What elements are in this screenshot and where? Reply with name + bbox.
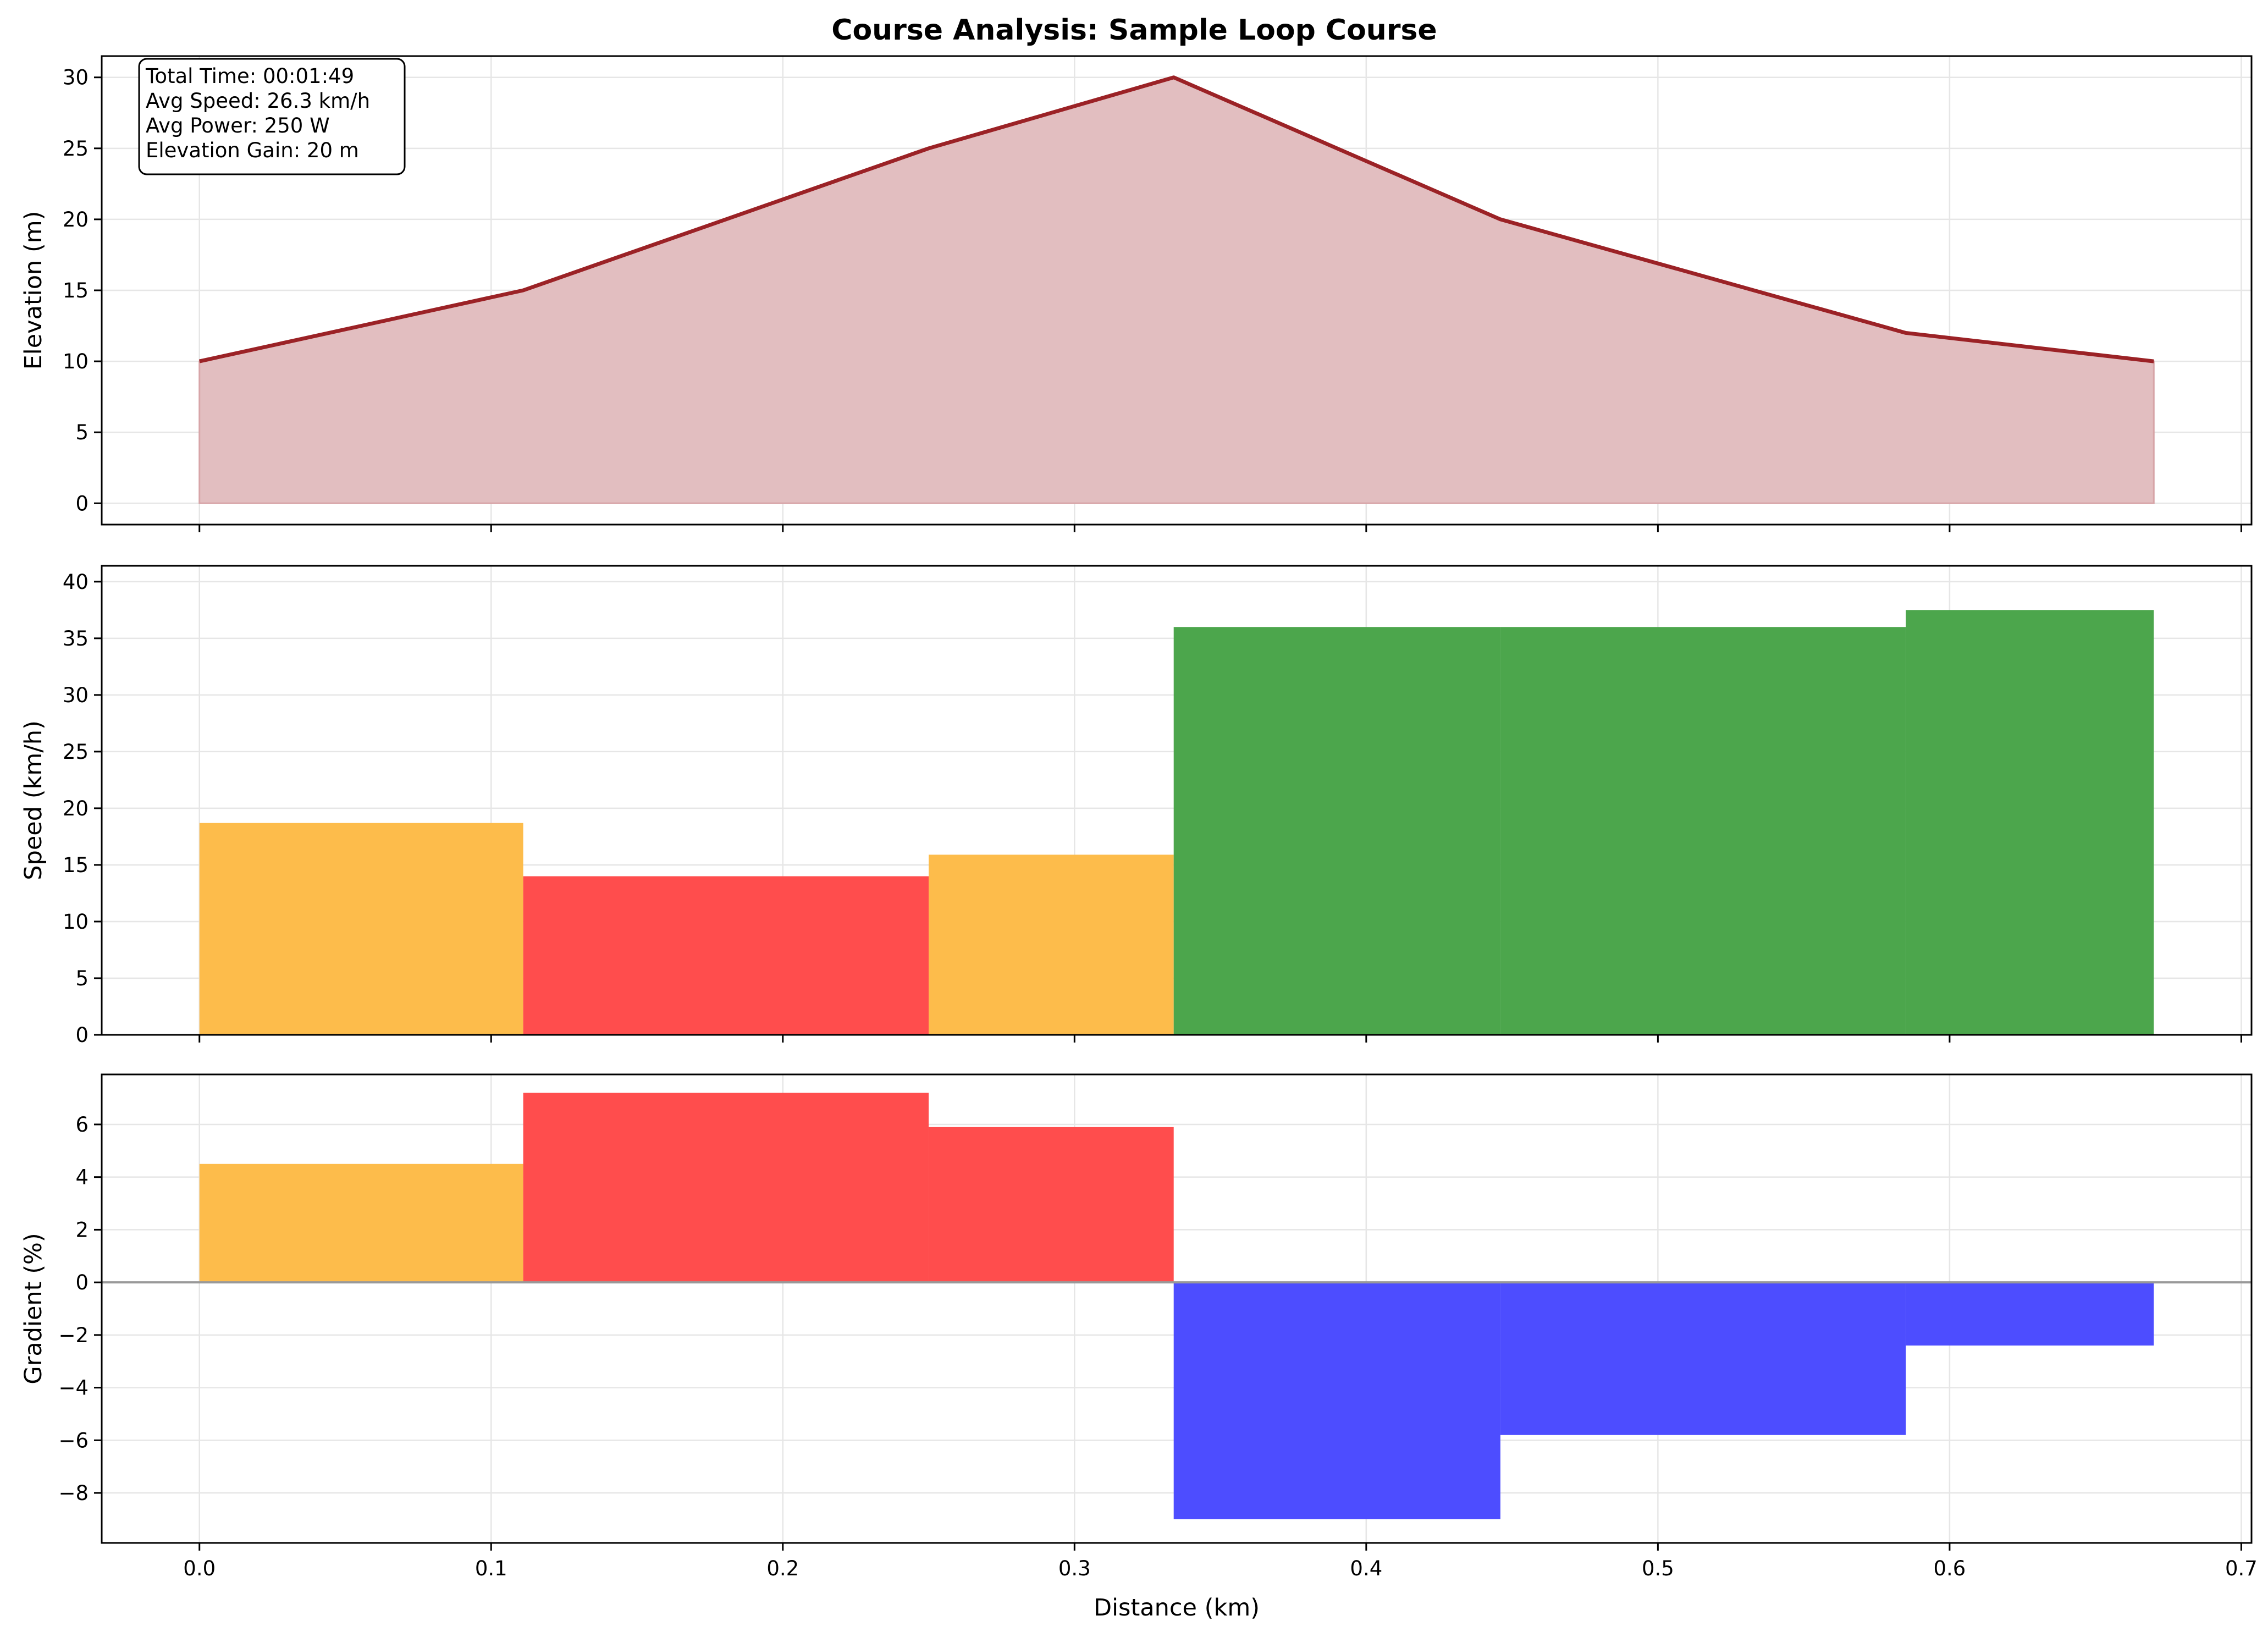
y-axis-label: Elevation (m): [20, 211, 47, 370]
y-tick-label: −8: [58, 1481, 89, 1505]
speed-panel: 0 5 10 15 20 25 30 35 40 Speed (km/h): [20, 565, 2253, 1047]
stats-avg-power: Avg Power: 250 W: [146, 114, 330, 137]
x-tick-label: 0.1: [475, 1557, 507, 1580]
speed-bar: [523, 876, 929, 1035]
y-tick-label: 20: [63, 797, 89, 820]
y-tick-label: 10: [63, 350, 89, 373]
y-tick-label: 4: [75, 1166, 89, 1189]
y-tick-label: 25: [63, 137, 89, 161]
y-tick-label: 30: [63, 683, 89, 707]
y-tick-label: −2: [58, 1324, 89, 1347]
y-tick-label: 10: [63, 910, 89, 934]
gradient-bar: [929, 1127, 1174, 1283]
axes-frame: [101, 565, 2253, 1036]
y-tick-label: 6: [75, 1113, 89, 1137]
axes-frame: [101, 1073, 2253, 1544]
speed-bar: [199, 823, 523, 1035]
x-tick-label: 0.6: [1933, 1557, 1966, 1580]
x-tick-label: 0.2: [766, 1557, 799, 1580]
y-axis-label: Gradient (%): [20, 1233, 47, 1384]
speed-bar: [1173, 627, 1500, 1035]
y-tick-label: 0: [75, 1271, 89, 1294]
stats-avg-speed: Avg Speed: 26.3 km/h: [146, 89, 370, 113]
y-tick-label: −6: [58, 1429, 89, 1452]
elevation-line: [198, 75, 2154, 363]
y-tick-label: 25: [63, 740, 89, 764]
stats-box: Total Time: 00:01:49 Avg Speed: 26.3 km/…: [138, 58, 406, 175]
x-tick-label: 0.0: [183, 1557, 216, 1580]
y-tick-label: 15: [63, 853, 89, 877]
speed-bar: [1906, 610, 2154, 1035]
gradient-panel: −8 −6 −4 −2 0 2 4 6 0.0 0.1 0.2 0.3 0.4 0.5 0.6 0.7 Grad…: [20, 1073, 2258, 1622]
y-tick-label: 5: [75, 967, 89, 990]
gradient-bar: [199, 1164, 523, 1283]
x-axis-label: Distance (km): [1094, 1594, 1260, 1622]
stats-total-time: Total Time: 00:01:49: [145, 64, 354, 88]
y-tick-label: 0: [75, 1023, 89, 1047]
y-tick-label: 0: [75, 492, 89, 515]
x-tick-label: 0.4: [1350, 1557, 1382, 1580]
stats-elevation-gain: Elevation Gain: 20 m: [146, 139, 359, 162]
figure-title: Course Analysis: Sample Loop Course: [831, 14, 1437, 47]
gradient-bar: [523, 1093, 929, 1283]
y-tick-label: −4: [58, 1376, 89, 1400]
x-tick-label: 0.7: [2225, 1557, 2258, 1580]
y-tick-label: 20: [63, 208, 89, 231]
gradient-bar: [1500, 1282, 1906, 1435]
y-axis-label: Speed (km/h): [20, 720, 47, 880]
y-tick-label: 35: [63, 627, 89, 650]
y-tick-label: 40: [63, 570, 89, 594]
y-tick-label: 5: [75, 421, 89, 444]
y-tick-label: 30: [63, 66, 89, 90]
elevation-panel: 0 5 10 15 20 25 30 Elevation (m): [20, 55, 2253, 532]
speed-bar: [929, 854, 1174, 1035]
y-tick-label: 2: [75, 1218, 89, 1242]
x-tick-label: 0.5: [1642, 1557, 1674, 1580]
speed-bar: [1500, 627, 1906, 1035]
stats-box-frame: [138, 58, 406, 175]
x-tick-label: 0.3: [1058, 1557, 1091, 1580]
gradient-bar: [1173, 1282, 1500, 1519]
y-tick-label: 15: [63, 279, 89, 302]
gradient-bar: [1906, 1282, 2154, 1346]
